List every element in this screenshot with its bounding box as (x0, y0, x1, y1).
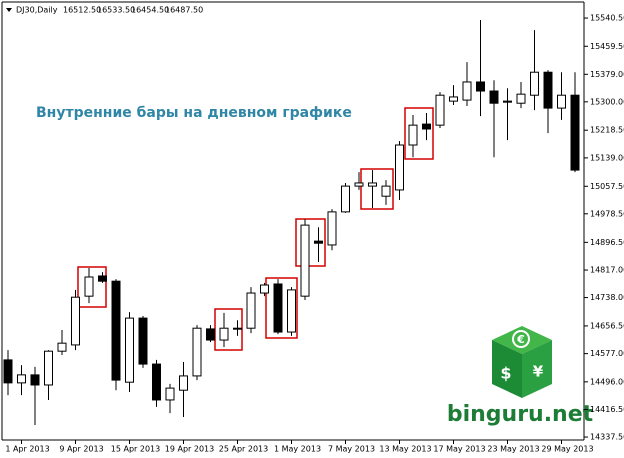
candle-body (44, 350, 53, 386)
x-tick-label: 25 Apr 2013 (219, 445, 268, 454)
candle-body (449, 96, 458, 102)
candle-body (327, 211, 337, 246)
x-tick-label: 13 May 2013 (379, 445, 431, 454)
candle-body (233, 327, 242, 330)
y-tick-label: 14337.50 (590, 433, 624, 442)
svg-text:€: € (516, 333, 525, 346)
annotation: Внутренние бары на дневном графике (36, 105, 352, 121)
candle-body (314, 240, 323, 244)
candle-body (543, 71, 553, 109)
candle-body (408, 124, 418, 146)
x-tick-label: 29 May 2013 (541, 445, 593, 454)
candle-body (165, 387, 175, 401)
y-tick-label: 15540.50 (590, 14, 624, 23)
x-tick-label: 19 Apr 2013 (165, 445, 214, 454)
y-tick-label: 14416.50 (590, 405, 624, 414)
svg-text:$: $ (500, 364, 511, 383)
candle-body (368, 182, 377, 187)
candle-body (422, 123, 431, 130)
header-open: 16512.50 (63, 6, 101, 15)
y-tick-label: 14496.00 (590, 377, 624, 386)
x-tick-label: 15 Apr 2013 (111, 445, 160, 454)
y-tick-label: 14896.50 (590, 238, 624, 247)
header-high: 16533.50 (97, 6, 135, 15)
y-tick-label: 14978.50 (590, 209, 624, 218)
y-tick-label: 15139.00 (590, 153, 624, 162)
candle-body (489, 90, 499, 104)
candle-body (192, 327, 202, 377)
header-close: 16487.50 (165, 6, 203, 15)
candle-body (57, 342, 67, 352)
candle-body (260, 284, 269, 294)
y-tick-label: 15300.00 (590, 97, 624, 106)
y-tick-label: 15057.50 (590, 182, 624, 191)
header-low: 16454.50 (131, 6, 169, 15)
y-tick-label: 14577.00 (590, 349, 624, 358)
x-tick-label: 1 May 2013 (274, 445, 321, 454)
logo: € $ ¥ (492, 326, 552, 398)
candle-body (435, 94, 445, 126)
candle-body (273, 283, 283, 333)
symbol: DJ30,Daily (16, 6, 58, 15)
x-tick-label: 1 Apr 2013 (5, 445, 49, 454)
x-tick-label: 7 May 2013 (328, 445, 375, 454)
candle-body (300, 224, 310, 297)
candle-body (71, 296, 80, 346)
menu-arrow (6, 8, 12, 12)
x-tick-label: 23 May 2013 (487, 445, 539, 454)
y-tick-label: 14738.00 (590, 293, 624, 302)
candle-body (152, 363, 161, 401)
candle-body (516, 93, 526, 104)
candle-body (246, 292, 256, 329)
candle-body (138, 317, 148, 365)
candle-body (503, 100, 512, 103)
candle-body (98, 275, 107, 282)
y-tick-label: 15379.00 (590, 70, 624, 79)
y-tick-label: 15218.50 (590, 126, 624, 135)
y-tick-label: 14817.00 (590, 266, 624, 275)
candle-body (557, 94, 566, 109)
candle-body (287, 289, 296, 333)
candle-body (476, 81, 485, 92)
candle-body (570, 94, 580, 171)
candle-body (84, 276, 94, 297)
candle-body (381, 185, 391, 197)
candle-body (530, 71, 539, 96)
candle-body (125, 317, 134, 383)
y-tick-label: 15459.50 (590, 42, 624, 51)
svg-text:¥: ¥ (533, 363, 544, 381)
y-tick-label: 14656.50 (590, 321, 624, 330)
watermark: binguru.net (447, 402, 594, 427)
candle-body (3, 359, 13, 384)
candle-body (395, 144, 404, 191)
candle-body (179, 375, 188, 391)
candle-body (30, 374, 40, 386)
x-tick-label: 9 Apr 2013 (59, 445, 103, 454)
candle-body (462, 81, 472, 101)
candle-body (206, 328, 215, 341)
candle-body (341, 185, 350, 213)
candle-body (354, 182, 364, 187)
candle-body (111, 280, 121, 381)
x-tick-label: 17 May 2013 (433, 445, 485, 454)
candle-body (17, 374, 26, 384)
candle-body (219, 327, 229, 341)
